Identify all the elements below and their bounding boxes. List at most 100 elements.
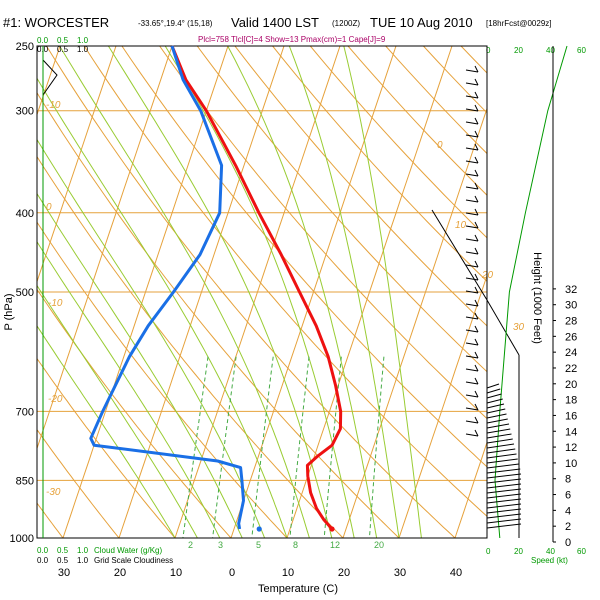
low-level-wind-barb: [486, 418, 508, 424]
wind-barb-flag: [474, 403, 479, 411]
mixing-ratio-label: 5: [256, 540, 261, 550]
height-tick-label: 26: [565, 331, 577, 343]
mixing-ratio-line: [182, 356, 209, 538]
low-level-wind-barb: [486, 463, 520, 469]
cloudiness-top-tick: 1.0: [77, 45, 89, 54]
x-axis-label: Temperature (C): [258, 583, 338, 595]
wind-barb-flag: [474, 247, 479, 255]
model-run: (1200Z): [332, 19, 360, 28]
wind-barb: [465, 394, 479, 398]
cloud-water-label: Cloud Water (g/Kg): [94, 546, 163, 555]
cloudiness-profile: [42, 59, 58, 96]
height-tick-label: 16: [565, 410, 577, 422]
low-level-wind-barb: [486, 453, 517, 459]
low-level-wind-barb: [486, 428, 511, 434]
low-level-wind-barb: [486, 388, 501, 394]
temperature-tick-label: 20: [114, 567, 126, 579]
wind-barb-flag: [474, 325, 479, 333]
isotherm-label: 10: [455, 220, 467, 231]
height-tick-label: 10: [565, 458, 577, 470]
speed-top-tick: 0: [486, 46, 491, 55]
temperature-tick-label: 10: [170, 567, 182, 579]
wind-barb-flag: [474, 234, 479, 242]
temperature-tick-label: 40: [450, 567, 462, 579]
speed-top-tick: 40: [546, 46, 555, 55]
cloudiness-bottom-tick: 1.0: [77, 556, 89, 565]
wind-barb: [465, 160, 479, 164]
wind-speed-scale-top: 0 20 40 60: [486, 46, 586, 55]
wind-barb-flag: [474, 351, 479, 359]
mixing-ratio-label: 3: [218, 540, 223, 550]
wind-barb-flag: [474, 117, 479, 125]
low-level-wind-barb: [486, 483, 522, 489]
low-level-wind-barb: [486, 498, 522, 504]
moist-adiabat-line: [227, 46, 378, 538]
cloud-water-scale-bottom: 0.0 0.5 1.0 Cloud Water (g/Kg) 0.0 0.5 1…: [37, 546, 173, 565]
dry-adiabat-line: [121, 46, 487, 468]
height-tick-label: 6: [565, 490, 571, 502]
wind-barb-flag: [474, 221, 479, 229]
moist-adiabat-line: [288, 46, 400, 538]
wind-barb: [465, 95, 479, 99]
height-tick-label: 30: [565, 300, 577, 312]
isotherm-line: [342, 107, 487, 538]
station-title: #1: WORCESTER: [3, 15, 109, 30]
dewpoint-line: [89, 45, 245, 530]
wind-barb: [465, 69, 479, 73]
dry-adiabat-line: [37, 428, 120, 538]
wind-barb-flag: [474, 299, 479, 307]
speed-bottom-tick: 20: [514, 547, 523, 556]
speed-label: Speed (kt): [531, 556, 568, 565]
wind-barb: [465, 173, 479, 177]
height-tick-label: 12: [565, 442, 577, 454]
surface-dewpoint-marker: [256, 526, 262, 532]
pressure-tick-label: 400: [16, 208, 34, 220]
temperature-tick-label: 10: [282, 567, 294, 579]
wind-barb: [465, 238, 479, 242]
isotherm-line: [62, 46, 229, 538]
height-axis-label: Height (1000 Feet): [531, 252, 543, 344]
dry-adiabat-line: [309, 46, 487, 239]
dry-adiabat-line: [159, 46, 487, 420]
valid-date: TUE 10 Aug 2010: [370, 15, 473, 30]
wind-barb-flag: [474, 143, 479, 151]
low-level-wind-barb: [486, 433, 512, 439]
wind-barb: [465, 121, 479, 125]
wind-barb-flag: [474, 182, 479, 190]
height-tick-label: 20: [565, 379, 577, 391]
isotherm-label: -30: [46, 487, 61, 498]
wind-speed-scale-bottom: 0 20 40 60 Speed (kt): [486, 547, 586, 565]
low-level-wind-barb: [486, 493, 522, 499]
wind-barb-flag: [474, 312, 479, 320]
wind-barb-flag: [474, 364, 479, 372]
low-level-wind-barb: [486, 478, 522, 484]
low-level-wind-barb: [486, 503, 522, 509]
dry-adiabat-line: [272, 46, 487, 282]
dry-adiabat-line: [46, 46, 456, 538]
speed-top-tick: 20: [514, 46, 523, 55]
wind-barb: [465, 251, 479, 255]
dry-adiabat-line: [196, 46, 487, 373]
mixing-ratio-label: 2: [188, 540, 193, 550]
isotherm-line: [118, 46, 285, 538]
wind-barb-flag: [474, 78, 479, 86]
speed-bottom-tick: 0: [486, 547, 491, 556]
cloud-water-scale-top: 0.0 0.5 1.0 0.0 0.5 1.0: [37, 36, 89, 54]
cloudiness-bottom-tick: 0.0: [37, 556, 49, 565]
isotherm-label: -20: [48, 394, 63, 405]
height-tick-label: 28: [565, 316, 577, 328]
isotherm-label: -10: [46, 100, 61, 111]
wind-barb: [465, 355, 479, 359]
mixing-ratio-line: [289, 356, 310, 538]
height-tick-label: 4: [565, 505, 571, 517]
low-level-wind-barb: [486, 508, 522, 514]
y-axis-label: P (hPa): [3, 293, 15, 330]
wind-barb-flag: [474, 260, 479, 268]
valid-time: Valid 1400 LST: [231, 15, 319, 30]
isotherm-line: [454, 440, 487, 538]
pressure-tick-label: 300: [16, 106, 34, 118]
wind-barb: [465, 303, 479, 307]
height-tick-label: 24: [565, 347, 577, 359]
wind-barb-flag: [474, 208, 479, 216]
